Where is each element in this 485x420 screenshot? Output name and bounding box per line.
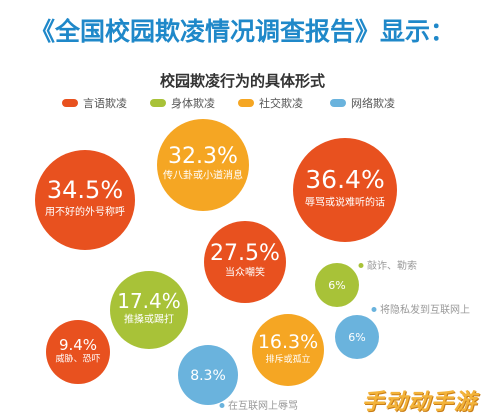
watermark-logo: 手动动手游 xyxy=(361,390,477,415)
bubble-label: 将隐私发到互联网上 xyxy=(380,303,470,316)
bubble-label: 辱骂或说难听的话 xyxy=(305,196,385,209)
bubble-value: 34.5% xyxy=(47,176,123,204)
bubble-value: 17.4% xyxy=(117,289,181,313)
legend-item: 社交欺凌 xyxy=(238,95,303,111)
legend-swatch xyxy=(330,99,346,107)
legend-swatch xyxy=(150,99,166,107)
bubble-value: 9.4% xyxy=(59,336,97,354)
legend: 言语欺凌 身体欺凌 社交欺凌 网络欺凌 xyxy=(0,95,485,111)
bubble-circle xyxy=(252,314,324,386)
bubble-circle xyxy=(178,345,238,405)
bubble: 9.4%威胁、恐吓 xyxy=(46,320,110,384)
legend-label: 身体欺凌 xyxy=(171,97,215,110)
bubble-label: 威胁、恐吓 xyxy=(55,352,100,364)
bubble-label: 当众嘲笑 xyxy=(225,266,265,279)
bubble-value: 36.4% xyxy=(305,165,384,194)
legend-swatch xyxy=(62,99,78,107)
bubble: 34.5%用不好的外号称呼 xyxy=(35,150,135,250)
bubble-label: 传八卦或小道消息 xyxy=(163,169,243,182)
bubble-circle xyxy=(157,119,249,211)
bubble-circle xyxy=(110,271,188,349)
bubble-circle xyxy=(46,320,110,384)
bubble: 36.4% 辱骂或说难听的话 xyxy=(293,138,397,242)
bubble-circle xyxy=(293,138,397,242)
bubble: 8.3% 在互联网上辱骂 xyxy=(178,345,298,412)
legend-label: 言语欺凌 xyxy=(83,97,127,110)
bubble-value: 6% xyxy=(348,331,365,344)
bubble-circle xyxy=(335,315,379,359)
bubble-label: 敲诈、勒索 xyxy=(367,259,417,272)
bubble-label: 推搡或踢打 xyxy=(124,312,174,325)
bubble-label: 排斥或孤立 xyxy=(265,353,310,365)
legend-item: 身体欺凌 xyxy=(150,95,215,111)
bubble-value: 27.5% xyxy=(210,241,280,266)
legend-label: 网络欺凌 xyxy=(351,97,395,110)
chart-title: 校园欺凌行为的具体形式 xyxy=(159,72,325,90)
bubble-value: 8.3% xyxy=(190,368,226,384)
bubble: 6% 将隐私发到互联网上 xyxy=(335,303,470,359)
bubble-value: 32.3% xyxy=(168,144,238,169)
bubble: 17.4%推搡或踢打 xyxy=(110,271,188,349)
bubble-circle xyxy=(35,150,135,250)
bubble: 32.3%传八卦或小道消息 xyxy=(157,119,249,211)
bubble-label: 用不好的外号称呼 xyxy=(45,205,125,218)
bubble-circle xyxy=(204,221,286,303)
bubble: 16.3%排斥或孤立 xyxy=(252,314,324,386)
bubble-value: 6% xyxy=(328,279,345,292)
legend-swatch xyxy=(238,99,254,107)
headline: 《全国校园欺凌情况调查报告》显示： xyxy=(29,17,455,46)
legend-item: 言语欺凌 xyxy=(62,95,127,111)
bubble: 27.5%当众嘲笑 xyxy=(204,221,286,303)
legend-label: 社交欺凌 xyxy=(259,97,303,110)
bubble-value: 16.3% xyxy=(258,331,318,353)
label-marker xyxy=(371,307,377,312)
legend-item: 网络欺凌 xyxy=(330,95,395,111)
bubble-label: 在互联网上辱骂 xyxy=(228,400,298,412)
bubble-circle xyxy=(315,263,359,307)
label-marker xyxy=(219,403,225,408)
bubble: 6% 敲诈、勒索 xyxy=(315,259,417,307)
label-marker xyxy=(358,263,364,268)
